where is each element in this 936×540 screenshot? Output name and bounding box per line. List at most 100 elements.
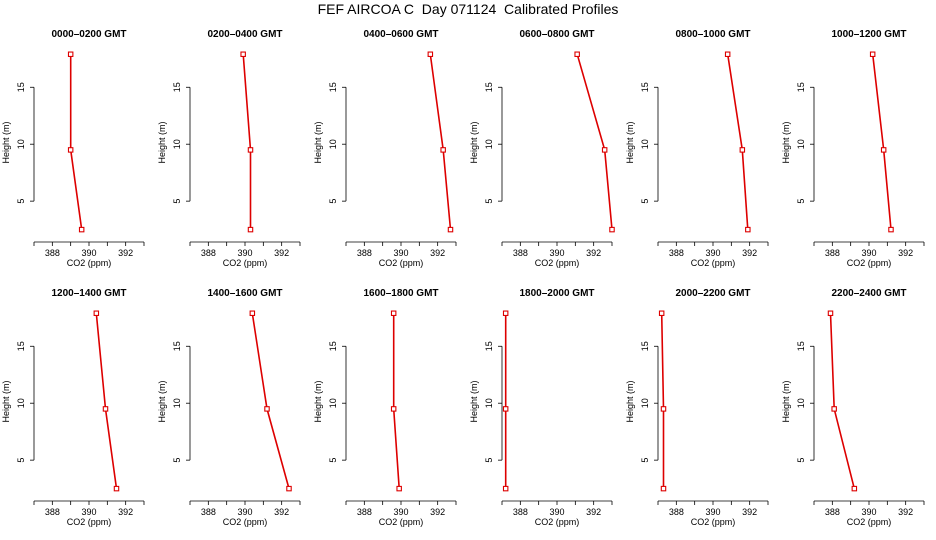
y-axis-label: Height (m) bbox=[625, 121, 635, 163]
x-axis-label: CO2 (ppm) bbox=[379, 517, 424, 527]
y-tick-label: 5 bbox=[796, 199, 806, 204]
y-axis-label: Height (m) bbox=[157, 380, 167, 422]
x-axis-label: CO2 (ppm) bbox=[691, 517, 736, 527]
chart-panel: 0200–0400 GMT 5 10 15 Height (m) 388 390 392 CO2… bbox=[157, 29, 301, 268]
chart-panel: 1000–1200 GMT 5 10 15 Height (m) 388 390 392 CO2… bbox=[781, 29, 925, 268]
y-tick-label: 15 bbox=[328, 341, 338, 351]
chart-panel: 0400–0600 GMT 5 10 15 Height (m) 388 390 392 CO2… bbox=[313, 29, 457, 268]
y-tick-label: 15 bbox=[328, 82, 338, 92]
profile-point bbox=[502, 310, 509, 316]
x-axis-label: CO2 (ppm) bbox=[535, 258, 580, 268]
profile-point bbox=[113, 485, 120, 492]
chart-panel: 2000–2200 GMT 5 10 15 Height (m) 388 390 392 CO2… bbox=[625, 288, 769, 527]
y-tick-label: 10 bbox=[484, 139, 494, 149]
x-tick-label: 390 bbox=[81, 507, 96, 517]
x-axis-label: CO2 (ppm) bbox=[379, 258, 424, 268]
y-tick-label: 5 bbox=[16, 199, 26, 204]
y-tick-label: 10 bbox=[796, 398, 806, 408]
x-tick-label: 392 bbox=[118, 248, 133, 258]
profile-line bbox=[726, 54, 749, 230]
y-tick-label: 10 bbox=[796, 139, 806, 149]
profile-point bbox=[502, 406, 509, 412]
panel-title: 1000–1200 GMT bbox=[831, 29, 906, 40]
y-tick-label: 15 bbox=[484, 82, 494, 92]
profile-line bbox=[242, 54, 252, 230]
profile-point bbox=[745, 226, 751, 233]
profile-point bbox=[869, 51, 876, 57]
profile-point bbox=[286, 485, 292, 492]
chart-panel: 1800–2000 GMT 5 10 15 Height (m) 388 390 392 CO2… bbox=[469, 288, 613, 527]
y-axis-label: Height (m) bbox=[1, 121, 11, 163]
x-tick-label: 392 bbox=[430, 507, 445, 517]
main-title: FEF AIRCOA C Day 071124 Calibrated Profi… bbox=[317, 1, 619, 17]
x-tick-label: 388 bbox=[825, 507, 840, 517]
profile-point bbox=[827, 310, 834, 316]
x-tick-label: 390 bbox=[549, 248, 564, 258]
x-tick-label: 388 bbox=[513, 248, 528, 258]
y-axis-label: Height (m) bbox=[157, 121, 167, 163]
chart-panel: 0000–0200 GMT 5 10 15 Height (m) 388 390 392 CO2… bbox=[1, 29, 145, 268]
profile-line bbox=[95, 313, 118, 489]
profile-point bbox=[502, 485, 509, 492]
x-axis-label: CO2 (ppm) bbox=[223, 517, 268, 527]
panel-title: 2200–2400 GMT bbox=[831, 288, 906, 299]
y-tick-label: 15 bbox=[16, 341, 26, 351]
profile-line bbox=[392, 313, 400, 489]
y-axis-label: Height (m) bbox=[469, 121, 479, 163]
profile-point bbox=[609, 226, 615, 233]
panel-title: 0000–0200 GMT bbox=[51, 29, 126, 40]
profile-point bbox=[67, 51, 74, 57]
y-tick-label: 10 bbox=[484, 398, 494, 408]
y-axis-label: Height (m) bbox=[625, 380, 635, 422]
y-axis-label: Height (m) bbox=[781, 380, 791, 422]
x-tick-label: 390 bbox=[861, 507, 876, 517]
y-tick-label: 15 bbox=[16, 82, 26, 92]
x-tick-label: 388 bbox=[201, 507, 216, 517]
x-tick-label: 392 bbox=[742, 248, 757, 258]
x-axis-label: CO2 (ppm) bbox=[847, 258, 892, 268]
profile-point bbox=[390, 406, 397, 412]
chart-panel: 1400–1600 GMT 5 10 15 Height (m) 388 390 392 CO2… bbox=[157, 288, 301, 527]
x-tick-label: 388 bbox=[357, 507, 372, 517]
panel-title: 1400–1600 GMT bbox=[207, 288, 282, 299]
chart-panel: 2200–2400 GMT 5 10 15 Height (m) 388 390 392 CO2… bbox=[781, 288, 925, 527]
y-axis-label: Height (m) bbox=[313, 121, 323, 163]
x-tick-label: 390 bbox=[393, 507, 408, 517]
x-tick-label: 390 bbox=[705, 248, 720, 258]
y-tick-label: 5 bbox=[328, 458, 338, 463]
profile-point bbox=[78, 226, 85, 233]
x-tick-label: 390 bbox=[705, 507, 720, 517]
y-tick-label: 5 bbox=[172, 458, 182, 463]
x-tick-label: 392 bbox=[898, 248, 913, 258]
x-axis-label: CO2 (ppm) bbox=[535, 517, 580, 527]
profile-point bbox=[658, 310, 665, 316]
x-tick-label: 392 bbox=[586, 248, 601, 258]
profile-point bbox=[102, 406, 109, 412]
profile-point bbox=[880, 147, 887, 153]
x-tick-label: 390 bbox=[81, 248, 96, 258]
y-tick-label: 15 bbox=[484, 341, 494, 351]
y-tick-label: 15 bbox=[172, 341, 182, 351]
profile-point bbox=[390, 310, 397, 316]
x-axis-label: CO2 (ppm) bbox=[67, 517, 112, 527]
y-axis-label: Height (m) bbox=[781, 121, 791, 163]
profile-point bbox=[831, 406, 837, 412]
y-tick-label: 15 bbox=[640, 82, 650, 92]
y-tick-label: 10 bbox=[16, 139, 26, 149]
panel-title: 2000–2200 GMT bbox=[675, 288, 750, 299]
profile-point bbox=[739, 147, 746, 153]
profile-point bbox=[601, 147, 608, 153]
y-tick-label: 5 bbox=[640, 458, 650, 463]
x-tick-label: 388 bbox=[513, 507, 528, 517]
profile-point bbox=[440, 147, 446, 153]
y-axis-label: Height (m) bbox=[313, 380, 323, 422]
x-tick-label: 388 bbox=[669, 248, 684, 258]
profile-point bbox=[660, 485, 667, 492]
y-tick-label: 5 bbox=[172, 199, 182, 204]
profile-line bbox=[660, 313, 665, 489]
y-tick-label: 10 bbox=[172, 398, 182, 408]
panel-title: 0600–0800 GMT bbox=[519, 29, 594, 40]
profile-line bbox=[576, 53, 613, 230]
y-tick-label: 10 bbox=[640, 398, 650, 408]
